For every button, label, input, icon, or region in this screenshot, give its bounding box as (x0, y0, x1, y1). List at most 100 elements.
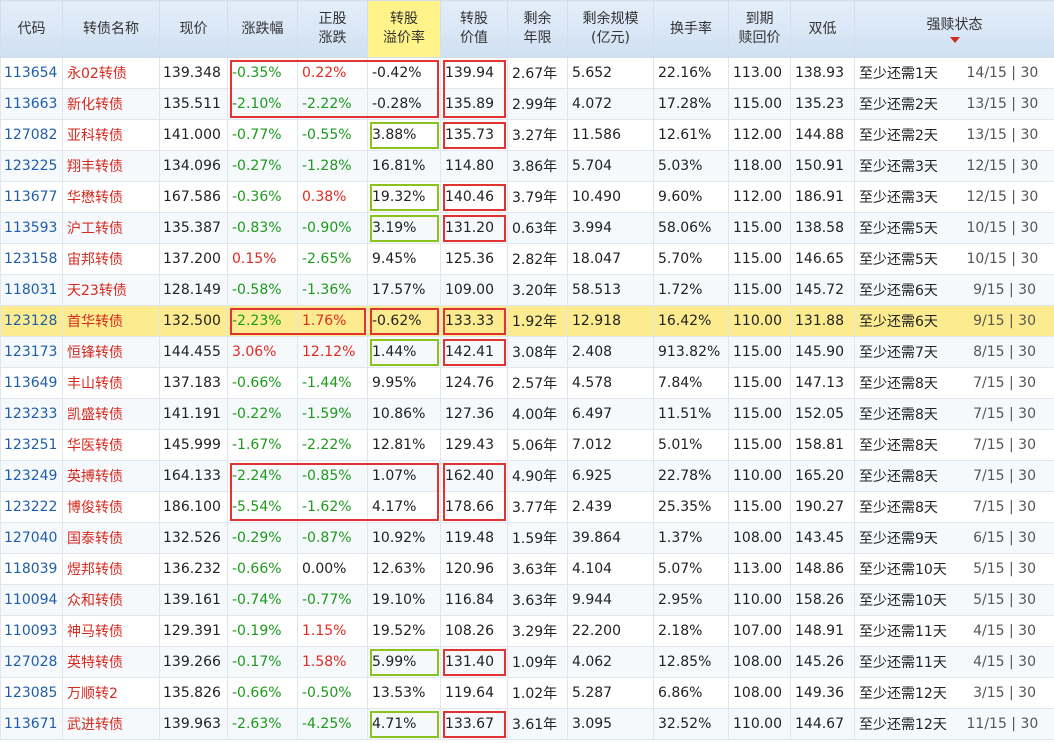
column-header[interactable]: 正股 涨跌 (297, 0, 368, 58)
bond-code[interactable]: 123233 (0, 398, 63, 430)
remaining-size: 58.513 (567, 274, 654, 306)
table-row[interactable]: 127082 亚科转债 141.000 -0.77% -0.55% 3.88% 135.73… (0, 119, 1054, 151)
bond-name[interactable]: 万顺转2 (62, 677, 160, 709)
turnover-rate: 2.18% (653, 615, 729, 647)
turnover-rate: 12.85% (653, 646, 729, 678)
bond-name[interactable]: 恒锋转债 (62, 336, 160, 368)
remaining-size: 5.652 (567, 57, 654, 89)
table-row[interactable]: 118031 天23转债 128.149 -0.58% -1.36% 17.57% 109.… (0, 274, 1054, 306)
table-row[interactable]: 123173 恒锋转债 144.455 3.06% 12.12% 1.44% 142.41 3… (0, 336, 1054, 368)
column-header[interactable]: 换手率 (653, 0, 729, 58)
change: 3.06% (227, 336, 298, 368)
bond-name[interactable]: 天23转债 (62, 274, 160, 306)
bond-name[interactable]: 华懋转债 (62, 181, 160, 213)
redeem-status: 至少还需11天 (854, 646, 963, 678)
table-row[interactable]: 113593 沪工转债 135.387 -0.83% -0.90% 3.19% 131.20… (0, 212, 1054, 244)
premium-rate: 3.88% (367, 119, 441, 151)
double-low: 148.86 (790, 553, 855, 585)
redeem-progress: 12/15 | 30 (962, 150, 1054, 182)
bond-code[interactable]: 113654 (0, 57, 63, 89)
bond-name[interactable]: 武进转债 (62, 708, 160, 740)
bond-code[interactable]: 123222 (0, 491, 63, 523)
table-row[interactable]: 127040 国泰转债 132.526 -0.29% -0.87% 10.92% 119.4… (0, 522, 1054, 554)
table-row[interactable]: 123225 翔丰转债 134.096 -0.27% -1.28% 16.81% 114.8… (0, 150, 1054, 182)
column-header[interactable]: 剩余 年限 (507, 0, 568, 58)
table-row[interactable]: 113649 丰山转债 137.183 -0.66% -1.44% 9.95% 124.76… (0, 367, 1054, 399)
column-header[interactable]: 强赎状态 (854, 0, 1054, 58)
table-row[interactable]: 113677 华懋转债 167.586 -0.36% 0.38% 19.32% 140.46… (0, 181, 1054, 213)
bond-name[interactable]: 宙邦转债 (62, 243, 160, 275)
bond-code[interactable]: 123085 (0, 677, 63, 709)
remaining-years: 1.09年 (507, 646, 568, 678)
bond-code[interactable]: 113663 (0, 88, 63, 120)
table-row[interactable]: 110094 众和转债 139.161 -0.74% -0.77% 19.10% 116.8… (0, 584, 1054, 616)
column-header[interactable]: 到期 赎回价 (728, 0, 791, 58)
bond-name[interactable]: 亚科转债 (62, 119, 160, 151)
column-header[interactable]: 双低 (790, 0, 855, 58)
table-row[interactable]: 113663 新化转债 135.511 -2.10% -2.22% -0.28% 135.8… (0, 88, 1054, 120)
stock-change: -0.77% (297, 584, 368, 616)
table-row[interactable]: 123233 凯盛转债 141.191 -0.22% -1.59% 10.86% 127.3… (0, 398, 1054, 430)
table-row[interactable]: 118039 煜邦转债 136.232 -0.66% 0.00% 12.63% 120.96… (0, 553, 1054, 585)
bond-code[interactable]: 110093 (0, 615, 63, 647)
double-low: 131.88 (790, 305, 855, 337)
bond-code[interactable]: 123158 (0, 243, 63, 275)
table-row[interactable]: 123158 宙邦转债 137.200 0.15% -2.65% 9.45% 125.36 2… (0, 243, 1054, 275)
bond-code[interactable]: 127040 (0, 522, 63, 554)
column-header[interactable]: 剩余规模 (亿元) (567, 0, 654, 58)
turnover-rate: 6.86% (653, 677, 729, 709)
bond-name[interactable]: 博俊转债 (62, 491, 160, 523)
bond-code[interactable]: 123249 (0, 460, 63, 492)
bond-name[interactable]: 华医转债 (62, 429, 160, 461)
column-header[interactable]: 现价 (159, 0, 228, 58)
bond-name[interactable]: 英搏转债 (62, 460, 160, 492)
bond-name[interactable]: 新化转债 (62, 88, 160, 120)
change: -2.63% (227, 708, 298, 740)
stock-change: -0.90% (297, 212, 368, 244)
bond-name[interactable]: 沪工转债 (62, 212, 160, 244)
bond-code[interactable]: 123251 (0, 429, 63, 461)
bond-code[interactable]: 123128 (0, 305, 63, 337)
bond-code[interactable]: 123225 (0, 150, 63, 182)
table-row[interactable]: 127028 英特转债 139.266 -0.17% 1.58% 5.99% 131.40 1… (0, 646, 1054, 678)
table-row[interactable]: 113654 永02转债 139.348 -0.35% 0.22% -0.42% 139.9… (0, 57, 1054, 89)
sort-arrow[interactable] (949, 36, 960, 43)
bond-code[interactable]: 113593 (0, 212, 63, 244)
redeem-progress: 6/15 | 30 (962, 522, 1054, 554)
column-header[interactable]: 转股 溢价率 (367, 0, 441, 58)
column-header[interactable]: 转债名称 (62, 0, 160, 58)
bond-name[interactable]: 煜邦转债 (62, 553, 160, 585)
column-header[interactable]: 涨跌幅 (227, 0, 298, 58)
column-header[interactable]: 转股 价值 (440, 0, 508, 58)
stock-change: -1.36% (297, 274, 368, 306)
bond-name[interactable]: 国泰转债 (62, 522, 160, 554)
bond-code[interactable]: 118039 (0, 553, 63, 585)
bond-name[interactable]: 凯盛转债 (62, 398, 160, 430)
bond-name[interactable]: 众和转债 (62, 584, 160, 616)
bond-code[interactable]: 113677 (0, 181, 63, 213)
bond-code[interactable]: 118031 (0, 274, 63, 306)
bond-code[interactable]: 113671 (0, 708, 63, 740)
table-row[interactable]: 113671 武进转债 139.963 -2.63% -4.25% 4.71% 133.67… (0, 708, 1054, 740)
conversion-value: 119.64 (440, 677, 508, 709)
turnover-rate: 9.60% (653, 181, 729, 213)
bond-name[interactable]: 首华转债 (62, 305, 160, 337)
bond-code[interactable]: 127082 (0, 119, 63, 151)
bond-code[interactable]: 110094 (0, 584, 63, 616)
conversion-value: 124.76 (440, 367, 508, 399)
table-row[interactable]: 123085 万顺转2 135.826 -0.66% -0.50% 13.53% 119.6… (0, 677, 1054, 709)
bond-name[interactable]: 翔丰转债 (62, 150, 160, 182)
table-row[interactable]: 110093 神马转债 129.391 -0.19% 1.15% 19.52% 108.26… (0, 615, 1054, 647)
bond-code[interactable]: 127028 (0, 646, 63, 678)
column-header[interactable]: 代码 (0, 0, 63, 58)
table-row[interactable]: 123128 首华转债 132.500 -2.23% 1.76% -0.62% 133.33… (0, 305, 1054, 337)
bond-code[interactable]: 113649 (0, 367, 63, 399)
table-row[interactable]: 123249 英搏转债 164.133 -2.24% -0.85% 1.07% 162.40… (0, 460, 1054, 492)
table-row[interactable]: 123251 华医转债 145.999 -1.67% -2.22% 12.81% 129.4… (0, 429, 1054, 461)
bond-name[interactable]: 丰山转债 (62, 367, 160, 399)
bond-name[interactable]: 永02转债 (62, 57, 160, 89)
table-row[interactable]: 123222 博俊转债 186.100 -5.54% -1.62% 4.17% 178.66… (0, 491, 1054, 523)
bond-name[interactable]: 英特转债 (62, 646, 160, 678)
bond-name[interactable]: 神马转债 (62, 615, 160, 647)
bond-code[interactable]: 123173 (0, 336, 63, 368)
